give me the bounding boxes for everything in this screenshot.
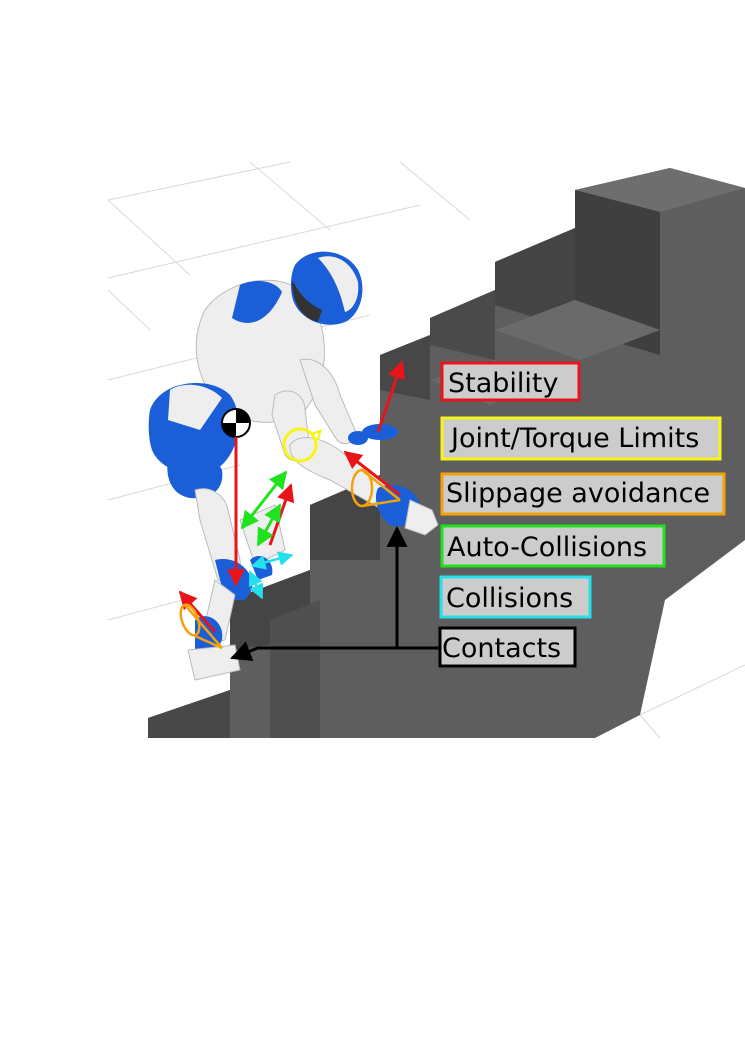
legend-stability: Stability: [440, 361, 581, 402]
legend-auto-collisions: Auto-Collisions: [440, 524, 666, 568]
legend-joint-torque-limits: Joint/Torque Limits: [440, 416, 722, 461]
label-stability: Stability: [448, 368, 559, 399]
label-auto-collisions: Auto-Collisions: [447, 532, 647, 563]
joint-torque-limit-icon: [282, 427, 322, 463]
label-joint-torque-limits: Joint/Torque Limits: [449, 423, 699, 454]
legend-slippage-avoidance: Slippage avoidance: [440, 472, 726, 516]
contact-arrows: [230, 525, 440, 662]
auto-collision-arrows: [240, 470, 288, 547]
label-collisions: Collisions: [446, 583, 573, 614]
label-contacts: Contacts: [442, 633, 561, 664]
legend-contacts: Contacts: [438, 626, 577, 668]
humanoid-robot: [148, 251, 439, 681]
label-slippage-avoidance: Slippage avoidance: [446, 478, 710, 509]
collision-arrows: [248, 551, 294, 600]
center-of-mass-icon: [221, 408, 251, 438]
friction-cones: [179, 468, 401, 650]
legend-collisions: Collisions: [439, 575, 592, 619]
